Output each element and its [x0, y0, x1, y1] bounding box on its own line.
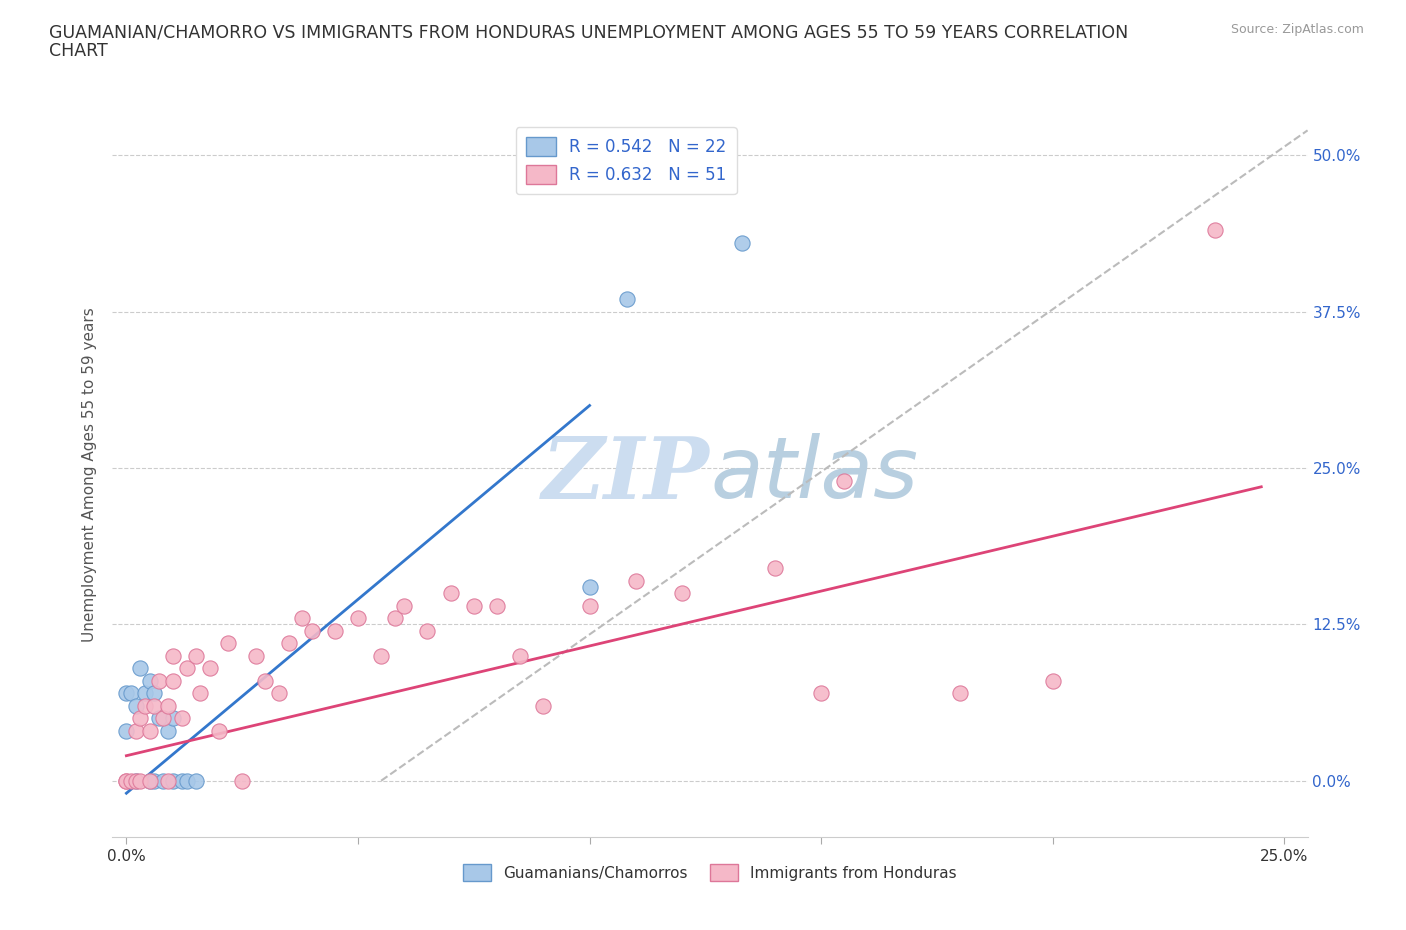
Point [138, 673, 160, 688]
Point [134, 698, 156, 713]
Point [231, 773, 253, 788]
Point [124, 773, 146, 788]
Point [120, 685, 142, 700]
Point [949, 685, 972, 700]
Point [138, 773, 160, 788]
Point [208, 724, 231, 738]
Point [184, 773, 207, 788]
Point [394, 598, 416, 613]
Point [115, 773, 138, 788]
Point [170, 773, 193, 788]
Point [162, 773, 184, 788]
Point [148, 711, 170, 725]
Text: GUAMANIAN/CHAMORRO VS IMMIGRANTS FROM HONDURAS UNEMPLOYMENT AMONG AGES 55 TO 59 : GUAMANIAN/CHAMORRO VS IMMIGRANTS FROM HO… [49, 23, 1129, 41]
Point [254, 673, 277, 688]
Point [170, 711, 193, 725]
Point [143, 698, 166, 713]
Point [763, 561, 786, 576]
Point [323, 623, 346, 638]
Point [124, 724, 146, 738]
Point [347, 611, 370, 626]
Point [115, 685, 138, 700]
Point [152, 773, 174, 788]
Point [152, 711, 174, 725]
Point [671, 586, 693, 601]
Point [370, 648, 392, 663]
Point [157, 698, 180, 713]
Point [531, 698, 554, 713]
Point [1204, 223, 1226, 238]
Point [138, 724, 160, 738]
Point [416, 623, 439, 638]
Point [301, 623, 323, 638]
Point [277, 636, 299, 651]
Legend: Guamanians/Chamorros, Immigrants from Honduras: Guamanians/Chamorros, Immigrants from Ho… [457, 857, 963, 887]
Point [143, 685, 166, 700]
Point [162, 673, 184, 688]
Point [124, 698, 146, 713]
Point [134, 685, 156, 700]
Text: CHART: CHART [49, 42, 108, 60]
Point [190, 685, 212, 700]
Point [115, 773, 138, 788]
Point [143, 773, 166, 788]
Point [578, 598, 600, 613]
Point [176, 773, 198, 788]
Point [198, 660, 221, 675]
Point [245, 648, 267, 663]
Point [1042, 673, 1064, 688]
Point [115, 724, 138, 738]
Point [129, 660, 152, 675]
Point [291, 611, 314, 626]
Point [129, 773, 152, 788]
Point [124, 773, 146, 788]
Text: atlas: atlas [710, 432, 918, 516]
Point [624, 573, 647, 588]
Point [138, 773, 160, 788]
Text: Source: ZipAtlas.com: Source: ZipAtlas.com [1230, 23, 1364, 36]
Point [731, 235, 754, 250]
Point [176, 660, 198, 675]
Point [148, 673, 170, 688]
Point [184, 648, 207, 663]
Point [509, 648, 531, 663]
Point [810, 685, 832, 700]
Text: ZIP: ZIP [543, 432, 710, 516]
Point [157, 773, 180, 788]
Point [162, 648, 184, 663]
Point [217, 636, 239, 651]
Point [384, 611, 406, 626]
Point [578, 579, 600, 594]
Point [162, 711, 184, 725]
Point [834, 473, 856, 488]
Point [440, 586, 463, 601]
Point [157, 724, 180, 738]
Y-axis label: Unemployment Among Ages 55 to 59 years: Unemployment Among Ages 55 to 59 years [82, 307, 97, 642]
Point [616, 292, 638, 307]
Point [129, 711, 152, 725]
Point [485, 598, 508, 613]
Point [269, 685, 291, 700]
Point [120, 773, 142, 788]
Point [463, 598, 485, 613]
